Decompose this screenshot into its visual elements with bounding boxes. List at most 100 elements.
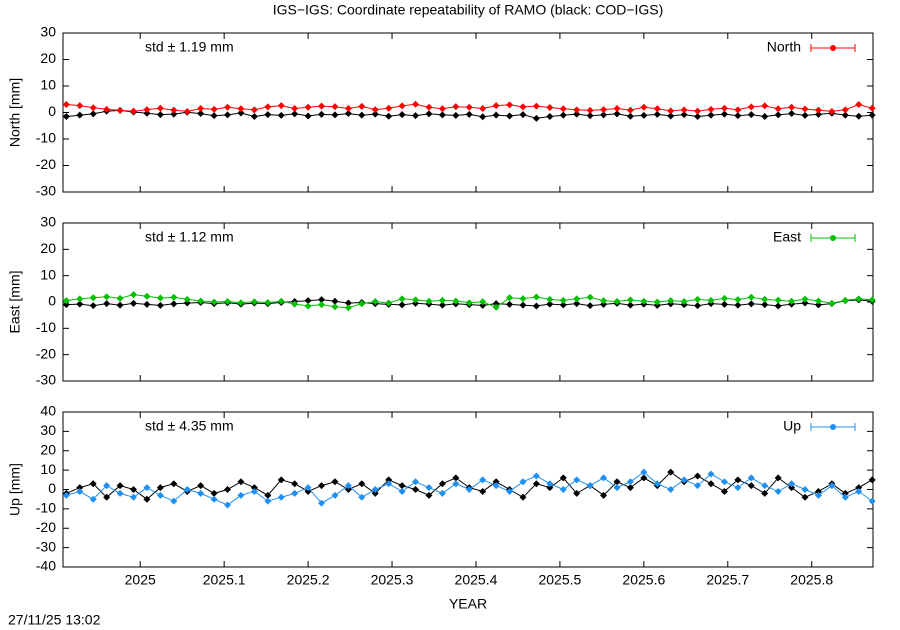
data-point: [788, 484, 796, 492]
data-point: [720, 104, 728, 112]
y-tick-label: -30: [36, 538, 56, 554]
data-point: [613, 297, 621, 305]
data-point: [438, 480, 446, 488]
data-point: [801, 105, 809, 113]
y-tick-label: -30: [36, 372, 56, 388]
data-point: [130, 299, 138, 307]
data-point: [841, 106, 849, 114]
data-point: [331, 303, 339, 311]
data-point: [371, 106, 379, 114]
data-point: [734, 112, 742, 120]
data-point: [183, 486, 191, 493]
data-point: [398, 111, 406, 119]
y-tick-label: 30: [40, 214, 56, 230]
data-point: [600, 111, 608, 119]
data-point: [264, 491, 272, 499]
data-point: [197, 489, 205, 497]
data-point: [707, 111, 715, 119]
data-point: [371, 297, 379, 305]
y-tick-label: 10: [40, 77, 56, 93]
chart-title: IGS−IGS: Coordinate repeatability of RAM…: [273, 2, 664, 18]
y-axis-label: Up [mm]: [7, 463, 23, 516]
data-point: [801, 493, 809, 501]
data-point: [532, 293, 540, 301]
data-point: [318, 110, 326, 118]
data-point: [318, 499, 326, 507]
data-point: [546, 484, 554, 492]
data-point: [143, 106, 151, 114]
data-point: [170, 293, 178, 301]
x-tick-label: 2025.8: [790, 572, 833, 588]
data-point: [801, 295, 809, 303]
data-point: [156, 104, 164, 112]
data-point: [720, 294, 728, 302]
data-point: [412, 112, 420, 120]
data-point: [412, 486, 420, 493]
y-tick-label: 0: [48, 293, 56, 309]
y-tick-label: -40: [36, 558, 56, 574]
data-point: [62, 297, 70, 305]
data-point: [546, 295, 554, 303]
data-point: [304, 484, 312, 492]
x-tick-label: 2025: [125, 572, 156, 588]
data-point: [385, 112, 393, 120]
data-point: [224, 103, 232, 111]
data-point: [546, 480, 554, 488]
data-point: [573, 106, 581, 114]
data-point: [694, 295, 702, 303]
data-point: [613, 105, 621, 113]
data-point: [479, 105, 487, 113]
data-point: [868, 497, 876, 505]
data-point: [506, 294, 514, 302]
data-point: [224, 486, 232, 493]
data-point: [814, 487, 822, 495]
data-point: [814, 491, 822, 499]
data-point: [694, 107, 702, 115]
data-point: [183, 299, 191, 307]
data-point: [398, 482, 406, 490]
data-point: [237, 478, 245, 486]
data-point: [318, 102, 326, 110]
data-point: [573, 489, 581, 497]
data-point: [183, 295, 191, 303]
data-point: [626, 112, 634, 120]
y-tick-label: 20: [40, 50, 56, 66]
data-point: [291, 105, 299, 113]
legend-marker: [830, 424, 836, 430]
data-point: [506, 112, 514, 120]
data-point: [438, 296, 446, 304]
data-point: [519, 478, 527, 486]
data-point: [412, 100, 420, 108]
data-point: [62, 301, 70, 309]
data-point: [89, 495, 97, 503]
data-point: [331, 491, 339, 499]
data-point: [841, 111, 849, 119]
data-point: [156, 294, 164, 302]
y-axis-label: North [mm]: [7, 78, 23, 147]
data-point: [814, 106, 822, 114]
data-point: [264, 111, 272, 119]
data-point: [103, 105, 111, 113]
data-point: [358, 480, 366, 488]
data-point: [640, 468, 648, 476]
data-point: [331, 297, 339, 305]
data-point: [761, 301, 769, 309]
data-point: [532, 102, 540, 110]
data-point: [559, 111, 567, 119]
data-point: [425, 103, 433, 111]
data-point: [492, 111, 500, 119]
data-point: [130, 291, 138, 299]
data-point: [519, 103, 527, 111]
data-point: [76, 300, 84, 308]
data-point: [143, 300, 151, 308]
data-point: [519, 301, 527, 309]
data-point: [197, 105, 205, 113]
data-point: [438, 301, 446, 309]
data-point: [210, 489, 218, 497]
data-point: [465, 103, 473, 111]
data-point: [653, 110, 661, 118]
data-point: [573, 300, 581, 308]
data-point: [788, 297, 796, 305]
data-point: [720, 110, 728, 118]
